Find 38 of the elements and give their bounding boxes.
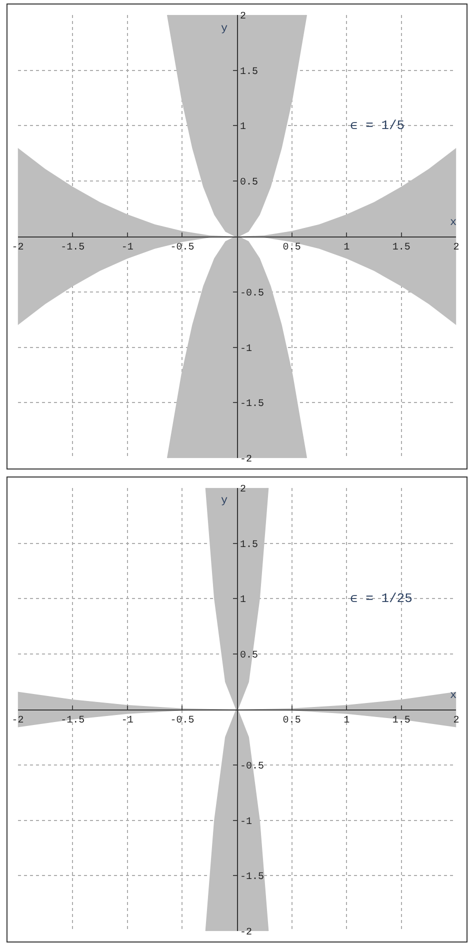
y-tick-label: -1.5 (240, 872, 264, 884)
y-tick-label: 2 (240, 11, 246, 22)
y-axis-title: y (221, 23, 228, 35)
x-tick-label: -0.5 (170, 242, 194, 254)
y-tick-label: -0.5 (240, 288, 264, 300)
y-tick-label: -1.5 (240, 399, 264, 410)
annotation: ϵ = 1/25 (350, 591, 412, 606)
y-tick-label: 1 (240, 595, 246, 606)
x-tick-label: -0.5 (170, 715, 194, 726)
x-axis-title: x (450, 690, 457, 702)
y-tick-label: 1.5 (240, 540, 258, 551)
x-tick-label: 0.5 (282, 715, 301, 726)
y-tick-label: -0.5 (240, 761, 264, 772)
x-tick-label: -1 (121, 715, 134, 726)
y-tick-label: 1 (240, 122, 246, 134)
x-tick-label: -1.5 (60, 242, 85, 254)
x-tick-label: 2 (453, 715, 460, 726)
y-tick-label: -2 (240, 454, 252, 466)
y-tick-label: 2 (240, 484, 246, 496)
x-tick-label: 1.5 (392, 715, 410, 726)
x-tick-label: -2 (12, 242, 24, 254)
x-tick-label: 1.5 (392, 242, 410, 254)
x-tick-label: 0.5 (282, 242, 301, 254)
y-tick-label: -1 (240, 816, 252, 828)
x-tick-label: -2 (12, 715, 24, 726)
x-axis-title: x (450, 217, 457, 229)
x-tick-label: -1 (121, 242, 134, 254)
y-tick-label: 0.5 (240, 178, 258, 189)
y-tick-label: 1.5 (240, 66, 258, 78)
y-tick-label: 0.5 (240, 650, 258, 662)
x-tick-label: 1 (344, 242, 350, 254)
y-tick-label: -1 (240, 344, 252, 355)
x-tick-label: -1.5 (60, 715, 85, 726)
x-tick-label: 1 (344, 715, 350, 726)
y-tick-label: -2 (240, 928, 252, 939)
x-tick-label: 2 (453, 242, 460, 254)
annotation: ϵ = 1/5 (350, 118, 405, 133)
y-axis-title: y (221, 495, 228, 507)
